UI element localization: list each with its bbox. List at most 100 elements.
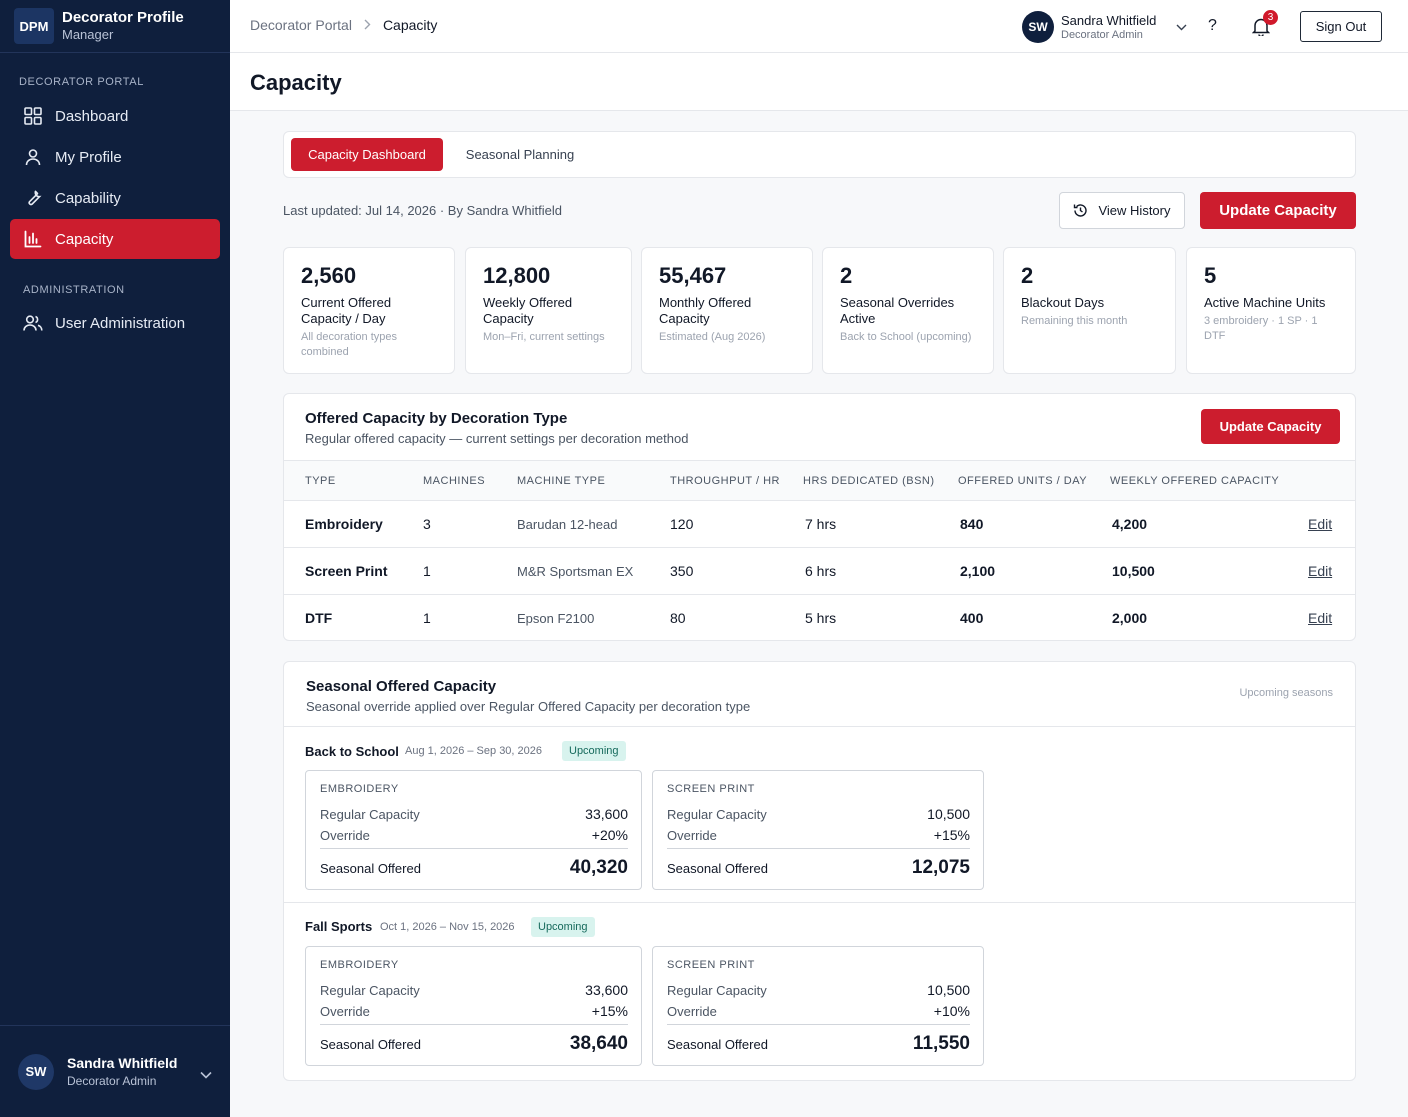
stat-sub: Back to School (upcoming) xyxy=(840,331,972,343)
seasonal-offered-value: 12,075 xyxy=(911,857,970,878)
cell-hours: 6 hrs xyxy=(805,563,837,579)
stat-value: 55,467 xyxy=(659,263,727,288)
grid-icon xyxy=(23,106,43,126)
cell-weekly: 4,200 xyxy=(1112,516,1148,532)
section-subtitle: Regular offered capacity — current setti… xyxy=(305,431,689,446)
wrench-icon xyxy=(23,188,43,208)
table-row: Screen Print 1 M&R Sportsman EX 350 6 hr… xyxy=(284,548,1355,595)
stat-value: 2,560 xyxy=(301,263,357,288)
override-value: +15% xyxy=(933,827,970,843)
season-dates: Oct 1, 2026 – Nov 15, 2026 xyxy=(380,921,515,933)
season-dates: Aug 1, 2026 – Sep 30, 2026 xyxy=(405,745,543,757)
divider xyxy=(320,1024,628,1025)
edit-link[interactable]: Edit xyxy=(1308,610,1333,626)
brand-logo: DPM xyxy=(14,8,54,44)
stat-label: Monthly Offered Capacity xyxy=(659,295,752,326)
tab-bar: Capacity Dashboard Seasonal Planning xyxy=(283,131,1356,178)
brand-title: Decorator Profile xyxy=(62,9,184,26)
sidebar-item-my-profile[interactable]: My Profile xyxy=(10,137,220,177)
stat-label: Active Machine Units xyxy=(1204,295,1326,310)
season-name: Fall Sports xyxy=(305,919,373,934)
top-user-menu[interactable]: SW Sandra Whitfield Decorator Admin xyxy=(1022,11,1187,43)
cell-machine-type: Epson F2100 xyxy=(517,611,595,626)
column-header: OFFERED UNITS / DAY xyxy=(958,475,1088,487)
stat-card-daily: 2,560 Current Offered Capacity / Day All… xyxy=(283,247,455,374)
season-box-embroidery: EMBROIDERY Regular Capacity 33,600 Overr… xyxy=(305,770,642,890)
sidebar-item-label: Capability xyxy=(55,189,121,207)
season-box-screen-print: SCREEN PRINT Regular Capacity 10,500 Ove… xyxy=(652,946,984,1066)
view-history-label: View History xyxy=(1098,203,1171,218)
sidebar-item-user-administration[interactable]: User Administration xyxy=(10,303,220,343)
avatar: SW xyxy=(18,1053,54,1090)
status-badge: Upcoming xyxy=(531,917,595,937)
divider xyxy=(320,848,628,849)
section-subtitle: Seasonal override applied over Regular O… xyxy=(306,699,751,714)
chevron-down-icon[interactable] xyxy=(200,1066,212,1084)
column-header: MACHINE TYPE xyxy=(517,475,606,487)
season-box-embroidery: EMBROIDERY Regular Capacity 33,600 Overr… xyxy=(305,946,642,1066)
table-row: Embroidery 3 Barudan 12-head 120 7 hrs 8… xyxy=(284,501,1355,548)
divider xyxy=(284,726,1355,727)
edit-link[interactable]: Edit xyxy=(1308,563,1333,579)
sidebar-item-capability[interactable]: Capability xyxy=(10,178,220,218)
sidebar-item-label: Dashboard xyxy=(55,107,129,125)
stat-card-machine-units: 5 Active Machine Units 3 embroidery · 1 … xyxy=(1186,247,1356,374)
cell-machine-type: M&R Sportsman EX xyxy=(517,564,634,579)
column-header: HRS DEDICATED (BSN) xyxy=(803,475,935,487)
user-icon xyxy=(23,147,43,167)
breadcrumb-link-portal[interactable]: Decorator Portal xyxy=(250,17,352,33)
cell-machines: 3 xyxy=(423,516,431,532)
nav-section-admin: ADMINISTRATION xyxy=(23,284,125,296)
topbar: Decorator Portal Capacity SW Sandra Whit… xyxy=(230,0,1408,53)
section-title: Offered Capacity by Decoration Type xyxy=(305,410,568,427)
edit-link[interactable]: Edit xyxy=(1308,516,1333,532)
stat-card-blackout-days: 2 Blackout Days Remaining this month xyxy=(1003,247,1176,374)
stat-label: Seasonal Overrides Active xyxy=(840,295,955,326)
history-icon xyxy=(1073,203,1088,218)
avatar: SW xyxy=(1022,11,1054,43)
stat-sub: Mon–Fri, current settings xyxy=(483,331,605,343)
sidebar-user-name: Sandra Whitfield xyxy=(67,1055,178,1071)
stat-sub: All decoration types combined xyxy=(301,331,397,358)
bell-icon[interactable]: 3 xyxy=(1251,10,1278,41)
regular-value: 33,600 xyxy=(585,806,628,822)
chevron-down-icon[interactable] xyxy=(1176,18,1187,36)
box-type: SCREEN PRINT xyxy=(667,959,755,971)
tab-capacity-dashboard[interactable]: Capacity Dashboard xyxy=(291,138,443,171)
stat-value: 2 xyxy=(1021,263,1034,288)
stat-sub: Estimated (Aug 2026) xyxy=(659,331,766,343)
update-capacity-button[interactable]: Update Capacity xyxy=(1200,192,1356,229)
sidebar-item-capacity[interactable]: Capacity xyxy=(10,219,220,259)
seasonal-offered-label: Seasonal Offered xyxy=(320,1037,421,1052)
update-capacity-table-button[interactable]: Update Capacity xyxy=(1201,409,1340,444)
sidebar-user-menu[interactable]: SW Sandra Whitfield Decorator Admin xyxy=(0,1025,230,1117)
cell-type: Screen Print xyxy=(305,563,388,579)
season-name: Back to School xyxy=(305,744,399,759)
stat-value: 12,800 xyxy=(483,263,551,288)
offered-capacity-card: Offered Capacity by Decoration Type Regu… xyxy=(283,393,1356,641)
regular-value: 10,500 xyxy=(927,982,970,998)
sign-out-button[interactable]: Sign Out xyxy=(1300,11,1382,42)
override-label: Override xyxy=(320,1004,370,1019)
help-icon[interactable]: ? xyxy=(1208,17,1217,34)
breadcrumb: Decorator Portal Capacity xyxy=(250,17,437,33)
sidebar-item-dashboard[interactable]: Dashboard xyxy=(10,96,220,136)
override-label: Override xyxy=(320,828,370,843)
cell-throughput: 350 xyxy=(670,563,694,579)
cell-type: Embroidery xyxy=(305,516,383,532)
brand: DPM Decorator Profile Manager xyxy=(0,0,230,53)
tab-seasonal-planning[interactable]: Seasonal Planning xyxy=(465,147,575,162)
seasonal-offered-value: 11,550 xyxy=(912,1033,970,1054)
override-label: Override xyxy=(667,828,717,843)
users-icon xyxy=(23,313,43,333)
regular-label: Regular Capacity xyxy=(667,983,767,998)
column-header: TYPE xyxy=(305,475,336,487)
column-header: WEEKLY OFFERED CAPACITY xyxy=(1110,475,1280,487)
column-header: MACHINES xyxy=(423,475,486,487)
override-value: +10% xyxy=(933,1003,970,1019)
cell-units-day: 840 xyxy=(960,516,984,532)
box-type: EMBROIDERY xyxy=(320,783,399,795)
divider xyxy=(667,848,970,849)
view-history-button[interactable]: View History xyxy=(1059,192,1185,229)
cell-hours: 7 hrs xyxy=(805,516,837,532)
